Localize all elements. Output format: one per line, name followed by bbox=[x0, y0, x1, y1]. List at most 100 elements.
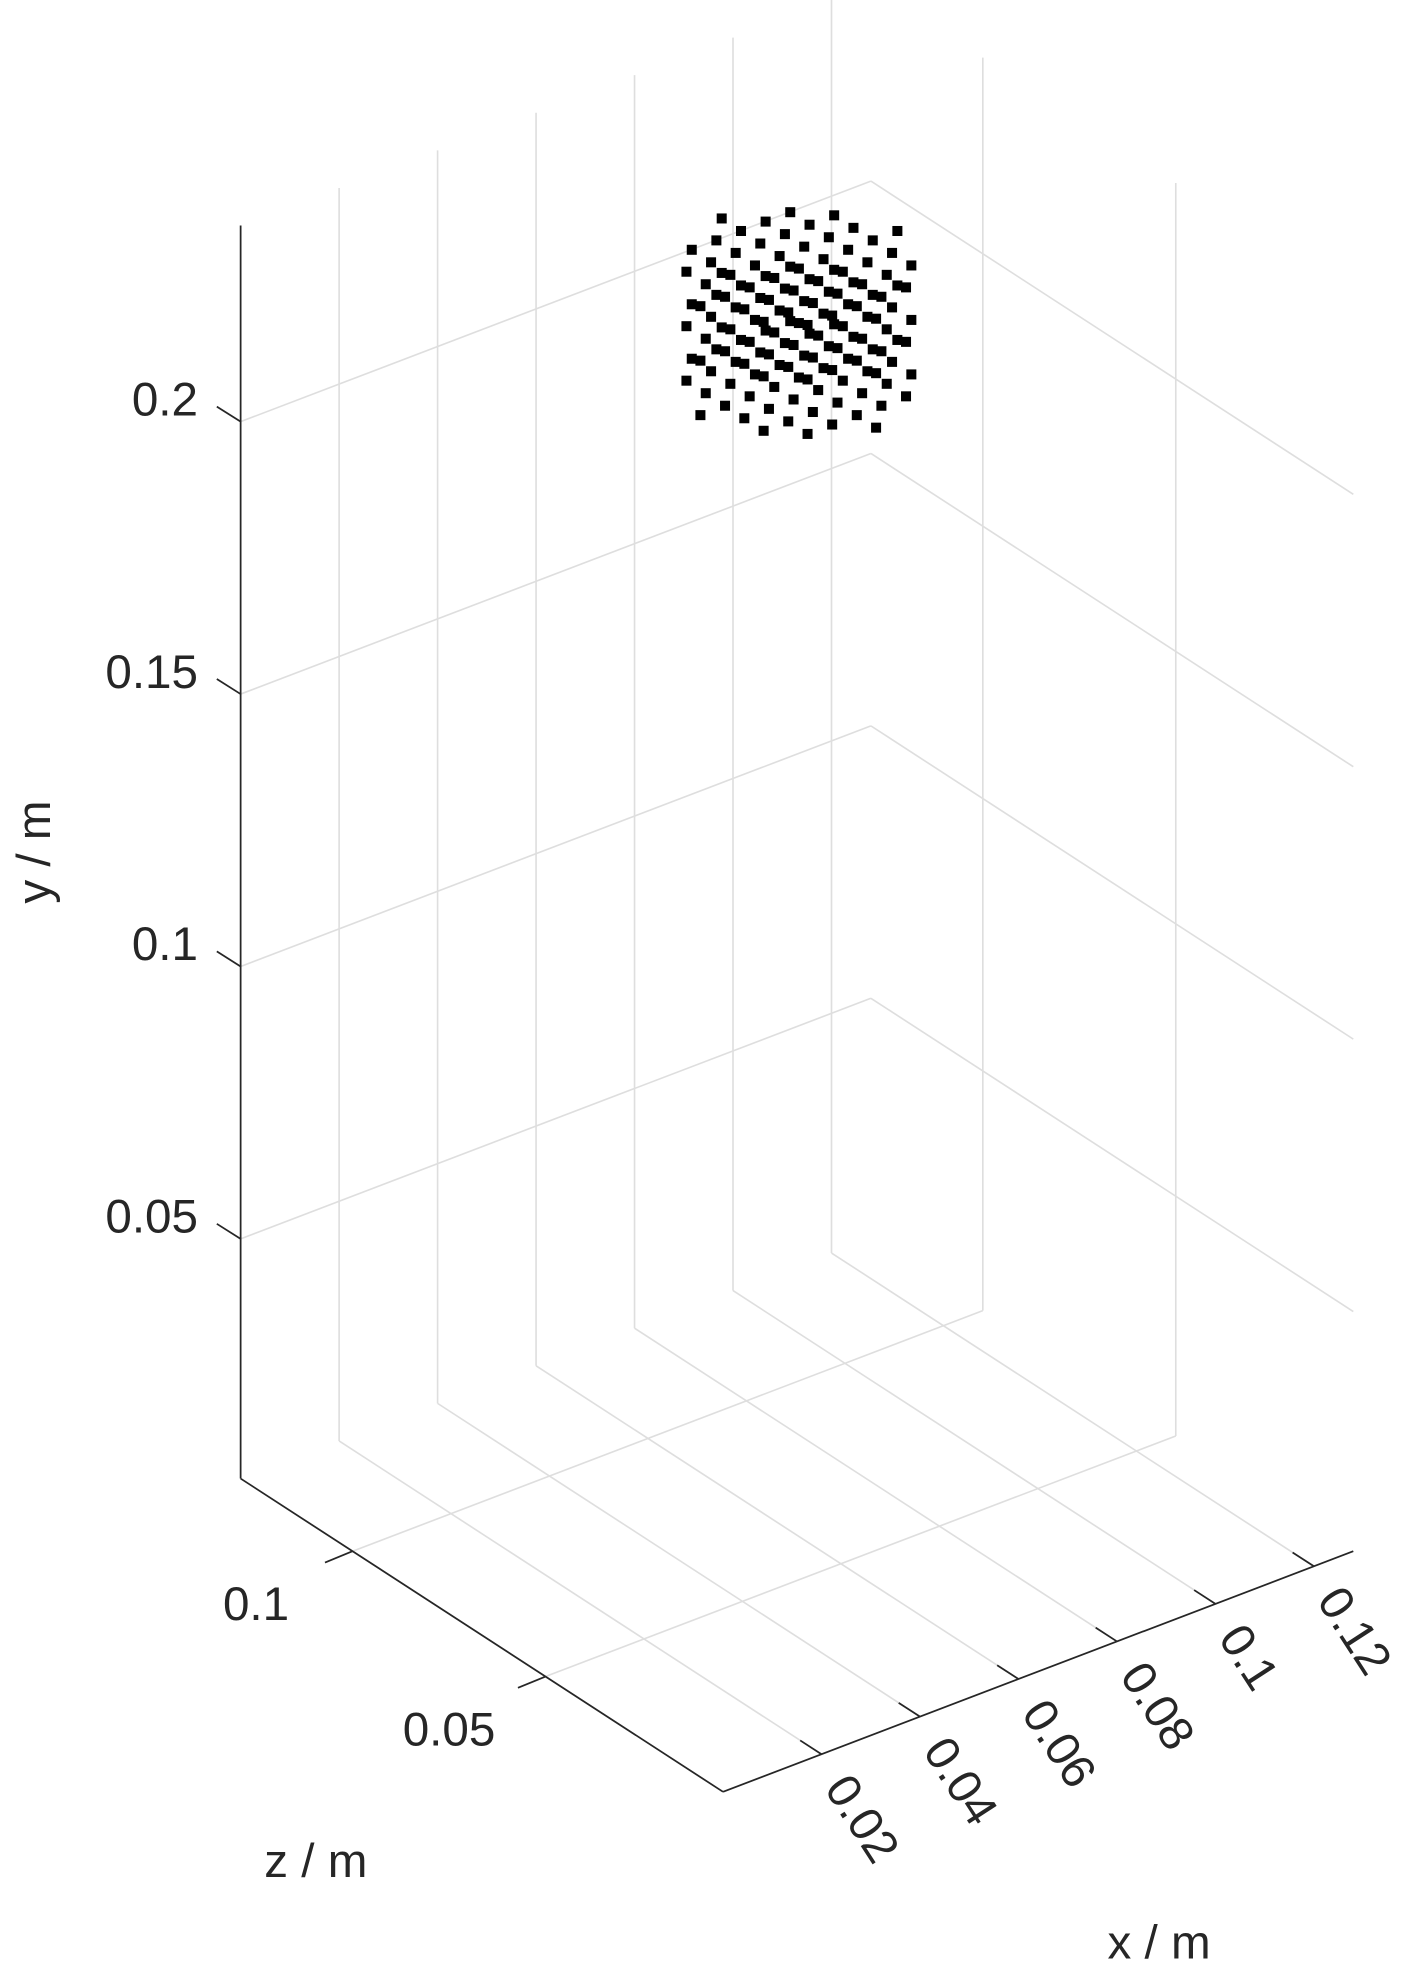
point bbox=[749, 260, 760, 271]
point bbox=[763, 294, 774, 305]
point bbox=[744, 391, 755, 402]
point bbox=[785, 316, 796, 327]
point bbox=[739, 358, 750, 369]
point bbox=[892, 334, 903, 345]
point bbox=[758, 425, 769, 436]
point bbox=[881, 378, 892, 389]
grid-line bbox=[870, 725, 1354, 1040]
point bbox=[906, 369, 917, 380]
point bbox=[758, 371, 769, 382]
point bbox=[739, 304, 750, 315]
point bbox=[857, 388, 868, 399]
point bbox=[783, 361, 794, 372]
point bbox=[779, 338, 790, 349]
point bbox=[716, 267, 727, 278]
point bbox=[785, 207, 796, 218]
grid-line bbox=[870, 180, 1354, 496]
point bbox=[837, 266, 848, 277]
point bbox=[799, 241, 810, 252]
point bbox=[793, 318, 804, 329]
point bbox=[862, 257, 873, 268]
point bbox=[901, 282, 912, 293]
point bbox=[851, 355, 862, 366]
point bbox=[720, 400, 731, 411]
z-axis-line bbox=[240, 1477, 724, 1793]
point bbox=[804, 274, 815, 285]
point bbox=[857, 333, 868, 344]
y-tick bbox=[216, 405, 242, 423]
point bbox=[700, 279, 711, 290]
point bbox=[848, 331, 859, 342]
point bbox=[686, 353, 697, 364]
point bbox=[706, 366, 717, 377]
point bbox=[711, 344, 722, 355]
point bbox=[851, 410, 862, 421]
point bbox=[700, 388, 711, 399]
point bbox=[774, 251, 785, 262]
point bbox=[887, 247, 898, 258]
point bbox=[711, 235, 722, 246]
grid-line bbox=[870, 452, 1354, 768]
point bbox=[862, 311, 873, 322]
point bbox=[848, 277, 859, 288]
point bbox=[832, 288, 843, 299]
point bbox=[802, 319, 813, 330]
point bbox=[799, 296, 810, 307]
point bbox=[857, 279, 868, 290]
point bbox=[818, 363, 829, 374]
point bbox=[735, 280, 747, 291]
point bbox=[755, 238, 766, 249]
point bbox=[818, 308, 829, 319]
point bbox=[681, 266, 692, 277]
point bbox=[793, 263, 804, 274]
point bbox=[813, 385, 824, 396]
point bbox=[823, 232, 834, 243]
grid-line bbox=[240, 997, 872, 1240]
x-tick bbox=[1193, 1589, 1216, 1605]
x-tick bbox=[898, 1702, 921, 1718]
point bbox=[769, 272, 780, 283]
point bbox=[686, 299, 697, 310]
point bbox=[871, 313, 882, 324]
point bbox=[881, 269, 892, 280]
point bbox=[788, 394, 799, 405]
point bbox=[706, 311, 717, 322]
point bbox=[695, 301, 706, 312]
point bbox=[862, 366, 873, 377]
point bbox=[887, 356, 898, 367]
point bbox=[876, 291, 887, 302]
grid-line bbox=[338, 1440, 822, 1755]
point bbox=[706, 257, 717, 268]
point bbox=[843, 299, 854, 310]
point bbox=[744, 336, 755, 347]
x-tick bbox=[1095, 1626, 1118, 1643]
point bbox=[755, 292, 766, 304]
point bbox=[871, 422, 882, 433]
point bbox=[843, 244, 854, 255]
point bbox=[837, 375, 848, 386]
point bbox=[783, 307, 794, 318]
point bbox=[901, 336, 912, 347]
point bbox=[735, 334, 747, 345]
point bbox=[867, 344, 878, 355]
point bbox=[818, 254, 829, 265]
grid-line bbox=[240, 725, 872, 968]
point bbox=[769, 327, 780, 338]
point bbox=[760, 325, 771, 336]
grid-line bbox=[634, 1327, 1118, 1643]
point bbox=[906, 314, 917, 325]
y-tick bbox=[216, 950, 242, 968]
y-tick bbox=[216, 1223, 242, 1240]
point bbox=[779, 283, 790, 294]
x-tick bbox=[799, 1739, 822, 1755]
point bbox=[813, 276, 824, 287]
point bbox=[876, 400, 887, 411]
point bbox=[760, 271, 771, 282]
point bbox=[881, 324, 892, 335]
point bbox=[871, 368, 882, 379]
point bbox=[804, 219, 815, 230]
point bbox=[763, 349, 774, 360]
point bbox=[843, 353, 854, 364]
y-tick-label: 0.05 bbox=[105, 1191, 198, 1244]
point bbox=[730, 302, 741, 313]
